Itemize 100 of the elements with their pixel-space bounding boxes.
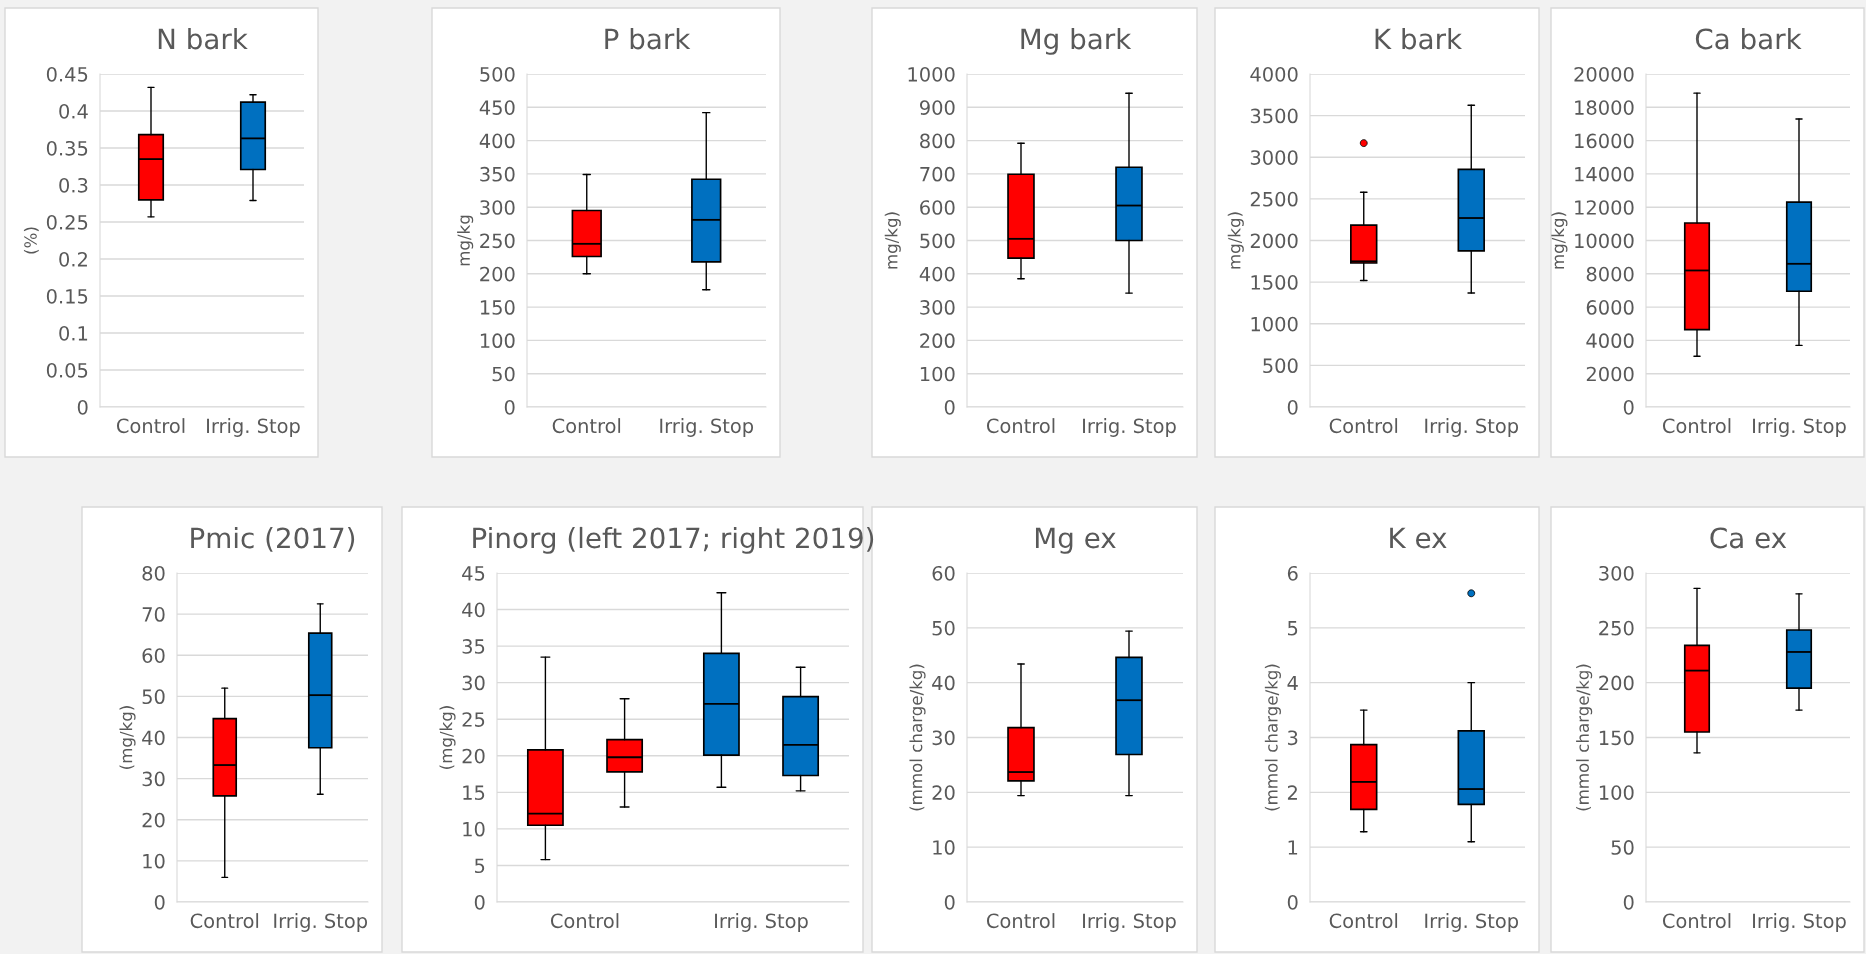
y-tick-label: 2000 (1250, 233, 1298, 249)
y-tick-label: 80 (142, 565, 165, 581)
y-tick-label: 500 (920, 233, 955, 249)
y-tick-label: 30 (462, 675, 485, 691)
y-tick-label: 350 (480, 166, 515, 182)
y-axis-title: mg/kg) (1227, 212, 1244, 269)
y-tick-label: 0.2 (59, 251, 87, 267)
y-tick-label: 1500 (1251, 275, 1298, 290)
x-tick-label: Irrig. Stop (1083, 913, 1176, 932)
x-tick-label: Control (986, 418, 1055, 434)
y-tick-label: 0 (474, 894, 485, 910)
y-tick-label: 1000 (908, 66, 955, 82)
y-tick-label: 250 (480, 233, 515, 249)
x-tick-label: Control (550, 913, 619, 929)
y-tick-label: 40 (142, 730, 165, 746)
x-tick-label: Irrig. Stop (715, 913, 808, 932)
x-tick-label: Irrig. Stop (274, 913, 368, 932)
chart-title: Pinorg (left 2017; right 2019) (473, 526, 874, 554)
y-tick-label: 3500 (1250, 108, 1298, 124)
x-tick-label: Control (116, 418, 185, 434)
y-tick-label: 900 (920, 100, 955, 115)
y-tick-label: 100 (1599, 785, 1634, 800)
y-axis-title: mg/kg) (1551, 212, 1568, 269)
y-axis-title: (mmol charge/kg) (1576, 664, 1593, 811)
y-tick-label: 0.4 (59, 103, 88, 119)
y-tick-label: 500 (480, 66, 515, 82)
y-tick-label: 10 (933, 840, 955, 855)
y-axis-title: (mmol charge/kg) (909, 664, 926, 811)
y-tick-label: 70 (142, 607, 165, 622)
y-tick-label: 40 (932, 675, 955, 691)
y-tick-label: 6000 (1586, 300, 1634, 315)
chart-title: Pmic (2017) (191, 526, 355, 552)
y-tick-label: 20 (932, 785, 955, 800)
y-tick-label: 10 (463, 821, 485, 837)
x-tick-label: Control (1662, 418, 1731, 434)
y-tick-label: 300 (480, 200, 515, 215)
y-tick-label: 20 (142, 812, 165, 828)
y-tick-label: 12000 (1575, 200, 1634, 215)
y-axis-title: mg/kg) (884, 212, 901, 269)
y-tick-label: 50 (492, 366, 515, 382)
chart-title: Mg bark (1021, 27, 1132, 55)
y-tick-label: 60 (932, 565, 955, 581)
y-tick-label: 35 (462, 639, 485, 654)
y-tick-label: 1 (1288, 840, 1298, 855)
y-tick-label: 0.1 (59, 325, 88, 341)
y-tick-label: 2500 (1250, 191, 1298, 207)
x-tick-label: Irrig. Stop (660, 418, 754, 437)
y-tick-label: 40 (462, 602, 485, 618)
y-tick-label: 20 (462, 748, 485, 764)
y-tick-label: 4000 (1586, 333, 1634, 349)
y-tick-label: 20000 (1574, 66, 1634, 82)
y-tick-label: 2 (1287, 785, 1297, 800)
y-tick-label: 300 (920, 300, 955, 315)
chart-title: K ex (1390, 527, 1447, 549)
y-tick-label: 50 (142, 689, 165, 705)
x-tick-label: Irrig. Stop (1425, 913, 1519, 932)
y-tick-label: 5 (1288, 621, 1298, 636)
x-tick-label: Control (986, 913, 1055, 929)
y-tick-label: 50 (932, 620, 955, 636)
y-tick-label: 450 (479, 100, 515, 115)
y-tick-label: 250 (1599, 620, 1634, 636)
y-axis-title: (%) (23, 227, 39, 254)
y-tick-label: 4 (1287, 675, 1298, 691)
y-tick-label: 200 (920, 333, 955, 349)
y-tick-label: 400 (919, 266, 955, 282)
y-axis-title: mg/kg (457, 215, 474, 266)
y-tick-label: 3 (1288, 730, 1298, 746)
y-tick-label: 0 (1287, 399, 1298, 415)
y-tick-label: 30 (142, 771, 165, 787)
y-tick-label: 18000 (1575, 100, 1634, 115)
y-tick-label: 0 (944, 894, 955, 910)
x-tick-label: Control (1329, 913, 1398, 929)
y-tick-label: 200 (480, 266, 515, 282)
y-tick-label: 0.25 (46, 214, 88, 230)
y-tick-label: 400 (479, 133, 515, 149)
y-tick-label: 100 (480, 333, 515, 349)
y-tick-label: 60 (142, 648, 165, 663)
y-tick-label: 150 (1599, 730, 1634, 746)
y-tick-label: 0.35 (46, 140, 88, 156)
y-tick-label: 0.05 (46, 362, 88, 378)
y-tick-label: 14000 (1575, 166, 1634, 182)
y-tick-label: 150 (480, 300, 515, 315)
y-tick-label: 0.45 (46, 66, 88, 82)
y-tick-label: 0 (1623, 894, 1634, 910)
chart-title: N bark (158, 27, 248, 50)
chart-title: Ca ex (1710, 527, 1787, 549)
y-tick-label: 0.3 (59, 177, 88, 193)
y-tick-label: 10 (143, 853, 165, 869)
y-tick-label: 300 (1599, 565, 1634, 581)
y-tick-label: 100 (920, 366, 955, 382)
y-tick-label: 2000 (1586, 366, 1634, 382)
chart-title: Ca bark (1695, 27, 1802, 50)
y-axis-title: (mg/kg) (439, 706, 456, 769)
chart-title: K bark (1375, 27, 1463, 50)
y-tick-label: 0 (504, 399, 515, 415)
y-tick-label: 0 (1287, 894, 1298, 910)
x-tick-label: Irrig. Stop (1083, 418, 1176, 437)
y-tick-label: 0 (1623, 399, 1634, 415)
y-tick-label: 500 (1263, 358, 1298, 374)
y-tick-label: 30 (932, 730, 955, 746)
